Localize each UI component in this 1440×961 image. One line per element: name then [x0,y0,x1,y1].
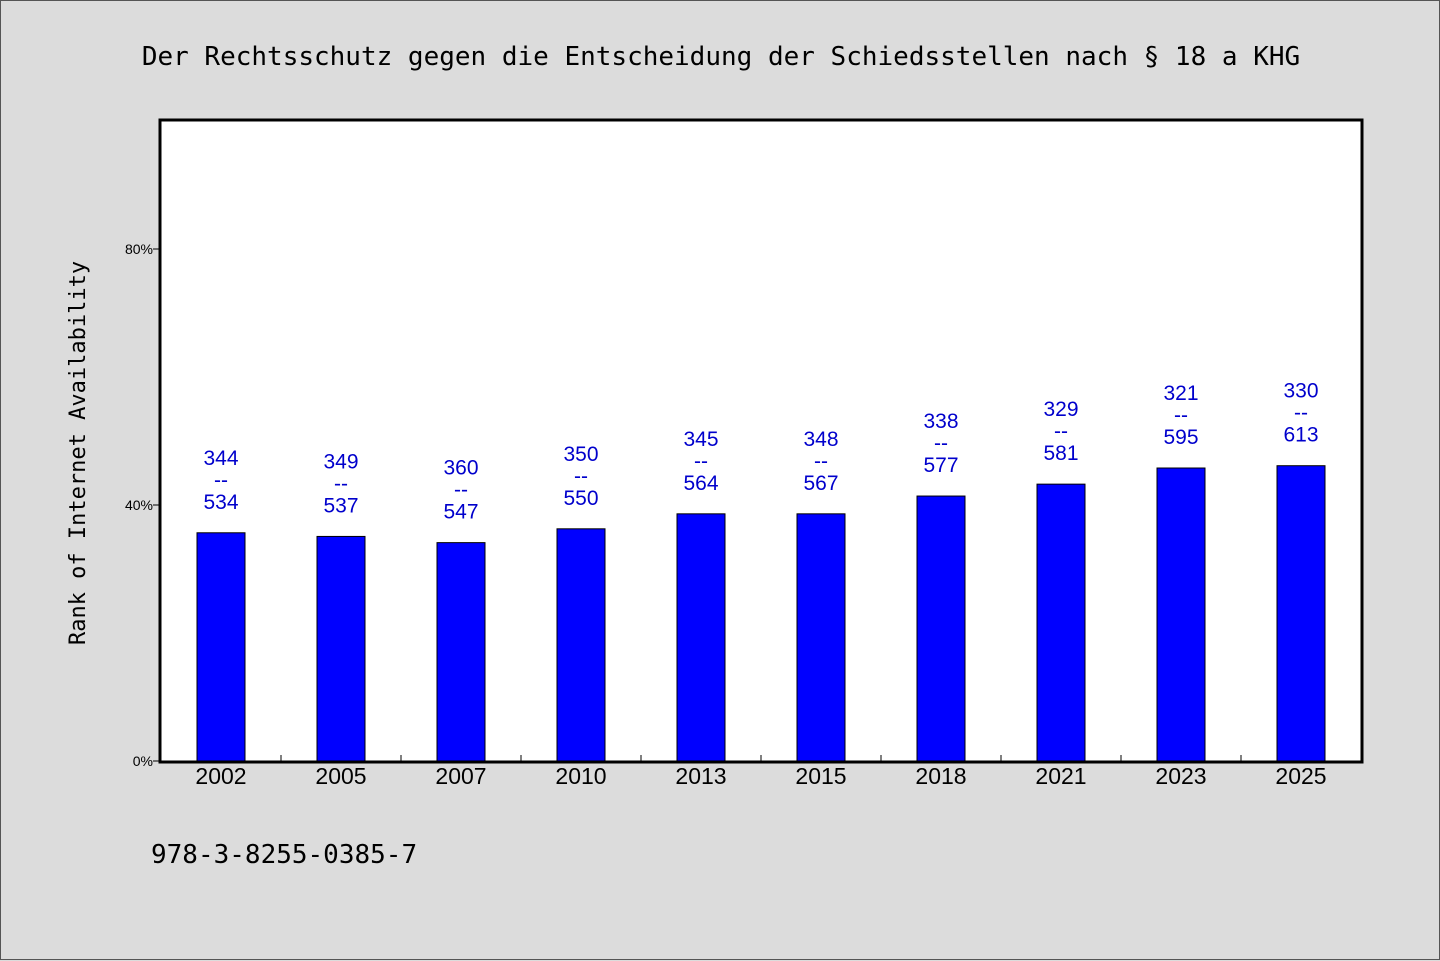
bar-2010 [556,528,606,762]
bar-rank-label-2018: 338 [923,410,958,433]
x-tick-label-2023: 2023 [1155,763,1206,789]
y-tick-label-1: 40% [125,497,153,513]
bar-total-label-2023: 595 [1163,426,1198,449]
bar-rank-label-2015: 348 [803,428,838,451]
x-tick-label-2013: 2013 [675,763,726,789]
bar-2002 [196,532,246,762]
bar-labels-group: 344--534349--537360--547350--550345--564… [203,380,1318,524]
isbn-footnote: 978-3-8255-0385-7 [151,840,417,870]
bar-rank-label-2013: 345 [683,428,718,451]
bar-2005 [316,535,366,762]
bar-separator-label-2015: -- [814,450,828,473]
y-tick-label-0: 0% [133,753,153,769]
bar-rank-label-2010: 350 [563,443,598,466]
x-tick-label-2002: 2002 [195,763,246,789]
x-tick-label-2005: 2005 [315,763,366,789]
bar-rank-label-2025: 330 [1283,380,1318,403]
bar-separator-label-2013: -- [694,450,708,473]
bar-2007 [436,542,486,762]
bar-separator-label-2010: -- [574,465,588,488]
bar-2023 [1156,467,1206,762]
bar-separator-label-2007: -- [454,479,468,502]
x-tick-label-2007: 2007 [435,763,486,789]
bar-total-label-2015: 567 [803,472,838,495]
chart-title: Der Rechtsschutz gegen die Entscheidung … [142,42,1300,72]
bar-2021 [1036,483,1086,762]
bar-separator-label-2002: -- [214,469,228,492]
y-tick-label-2: 80% [125,241,153,257]
bar-2013 [676,513,726,762]
x-tick-label-2010: 2010 [555,763,606,789]
bar-total-label-2002: 534 [203,491,238,514]
bar-separator-label-2018: -- [934,432,948,455]
bar-total-label-2007: 547 [443,501,478,524]
bar-total-label-2013: 564 [683,472,718,495]
bar-total-label-2025: 613 [1283,424,1318,447]
y-axis: 0% 40% 80% [125,241,161,769]
bar-separator-label-2025: -- [1294,402,1308,425]
bar-rank-label-2007: 360 [443,457,478,480]
bar-separator-label-2021: -- [1054,420,1068,443]
x-tick-label-2025: 2025 [1275,763,1326,789]
bar-2025 [1276,465,1326,762]
bar-total-label-2010: 550 [563,487,598,510]
bar-total-label-2018: 577 [923,454,958,477]
bar-2018 [916,495,966,762]
bar-2015 [796,513,846,762]
x-tick-label-2021: 2021 [1035,763,1086,789]
y-axis-label: Rank of Internet Availability [66,261,91,645]
x-axis: 2002 2005 2007 2010 2013 2015 2018 2021 2023 2025 [195,755,1327,789]
bar-separator-label-2005: -- [334,472,348,495]
bars-group [196,465,1326,762]
bar-rank-label-2021: 329 [1043,398,1078,421]
bar-total-label-2021: 581 [1043,442,1078,465]
bar-rank-label-2002: 344 [203,447,238,470]
bar-total-label-2005: 537 [323,494,358,517]
x-tick-label-2018: 2018 [915,763,966,789]
x-tick-label-2015: 2015 [795,763,846,789]
bar-rank-label-2023: 321 [1163,382,1198,405]
bar-separator-label-2023: -- [1174,404,1188,427]
bar-rank-label-2005: 349 [323,450,358,473]
